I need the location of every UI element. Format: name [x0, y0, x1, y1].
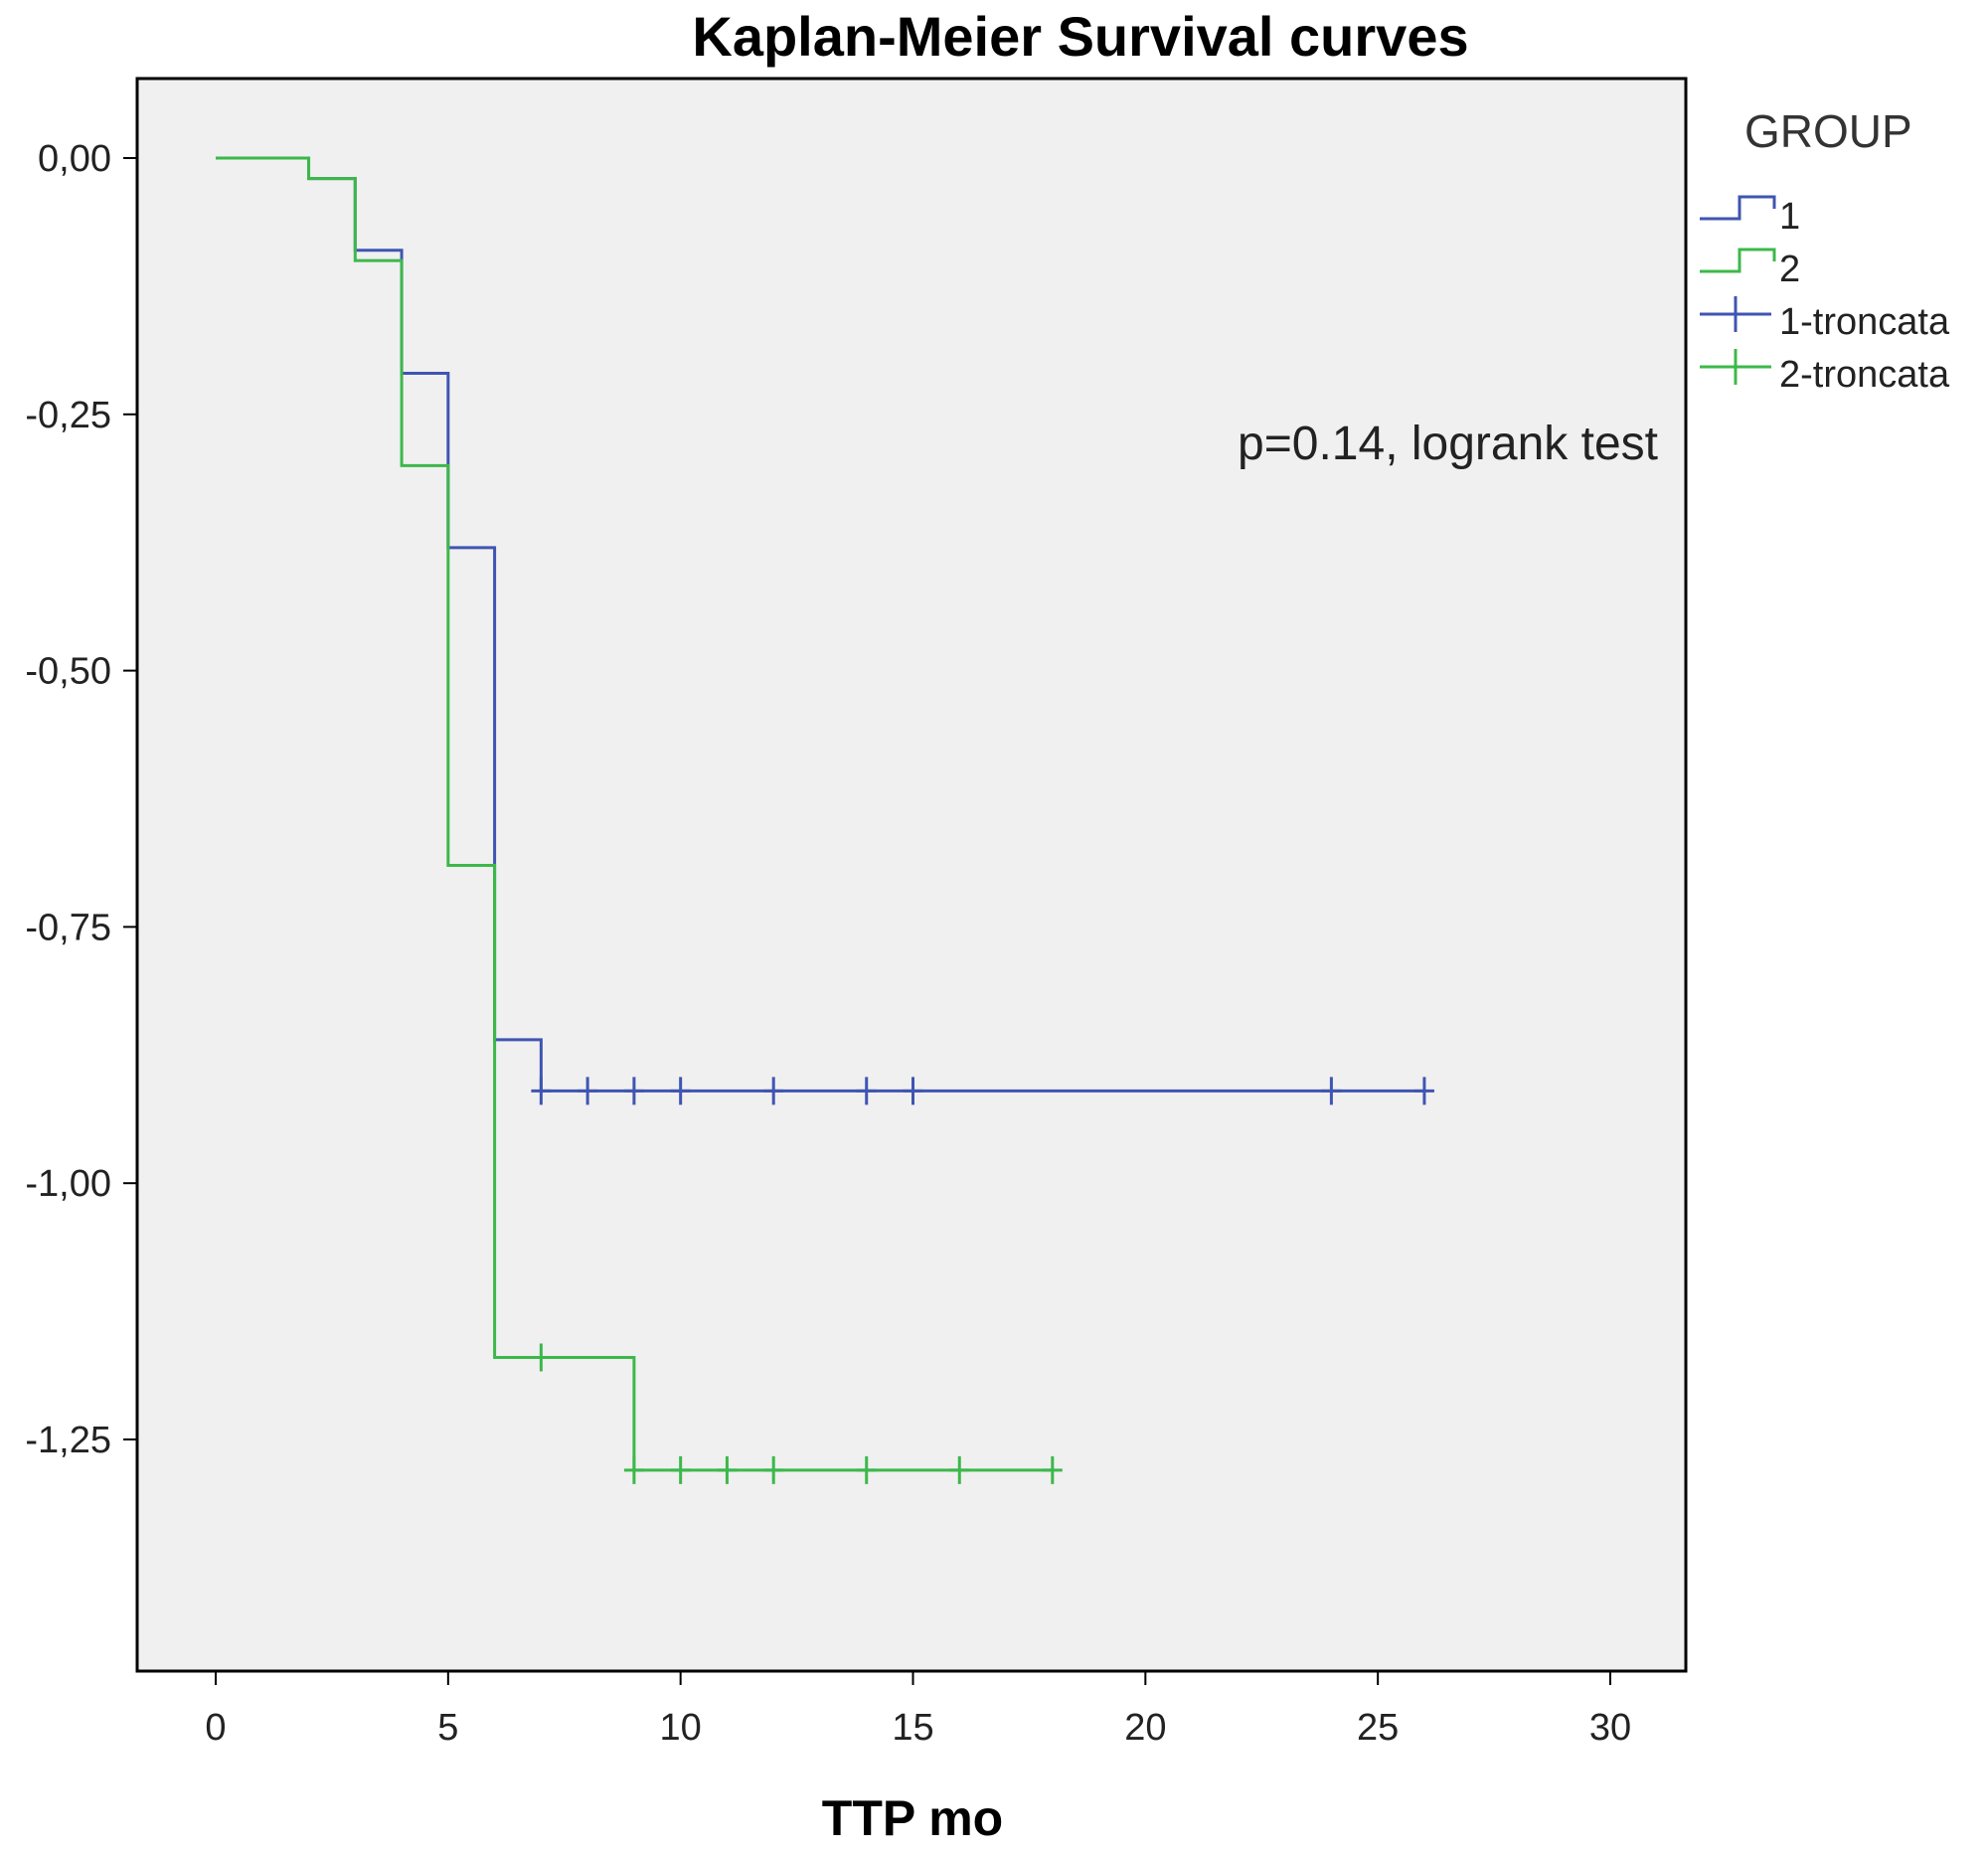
y-tick-label: -0,75 [25, 907, 111, 948]
censor-mark-group-2 [856, 1455, 877, 1484]
y-tick-label: 0,00 [38, 138, 111, 180]
legend-title: GROUP [1744, 105, 1912, 157]
y-tick-label: -0,25 [25, 395, 111, 436]
censor-mark-group-1 [856, 1077, 877, 1105]
censor-mark-group-1 [1413, 1077, 1434, 1105]
logrank-annotation: p=0.14, logrank test [1238, 418, 1658, 470]
censor-mark-group-1 [1321, 1077, 1342, 1105]
censor-mark-group-2 [717, 1455, 738, 1484]
censor-mark-group-2 [670, 1455, 691, 1484]
x-tick-label: 25 [1357, 1707, 1399, 1749]
legend-line-icon [1700, 248, 1776, 273]
censor-mark-group-2 [623, 1455, 644, 1484]
censor-mark-group-2 [1042, 1455, 1063, 1484]
censor-mark-group-2 [949, 1455, 970, 1484]
legend-censor-icon [1700, 296, 1771, 332]
x-tick-label: 10 [660, 1707, 702, 1749]
legend-entry: 1 [1779, 196, 1800, 238]
axes: 0 5 10 15 20 25 30 0,00 -0,25 -0,50 -0,75 -1,00 -1,2… [25, 138, 1631, 1749]
legend-line-icon [1700, 195, 1776, 221]
censor-mark-group-1 [670, 1077, 691, 1105]
x-tick-label: 5 [437, 1707, 458, 1749]
y-tick-label: -1,00 [25, 1163, 111, 1205]
legend: GROUP 1 2 1-troncata 2-troncata [1700, 105, 1950, 396]
legend-entry: 2-troncata [1779, 354, 1950, 396]
legend-censor-icon [1700, 349, 1771, 385]
plot-area [135, 77, 1688, 1673]
censor-mark-group-1 [763, 1077, 784, 1105]
x-tick-label: 15 [892, 1707, 933, 1749]
chart-title: Kaplan-Meier Survival curves [692, 5, 1468, 68]
y-tick-label: -0,50 [25, 651, 111, 693]
x-tick-label: 30 [1589, 1707, 1631, 1749]
series-group [216, 156, 1434, 1484]
censor-mark-group-1 [531, 1077, 552, 1105]
y-tick-label: -1,25 [25, 1420, 111, 1461]
x-tick-label: 20 [1124, 1707, 1166, 1749]
x-tick-label: 0 [205, 1707, 226, 1749]
legend-entry: 1-troncata [1779, 301, 1950, 343]
legend-entry: 2 [1779, 249, 1800, 290]
censor-mark-group-2 [531, 1343, 552, 1372]
censor-mark-group-1 [623, 1077, 644, 1105]
survival-curve-group-2 [216, 156, 1053, 1472]
censor-mark-group-2 [763, 1455, 784, 1484]
censor-mark-group-1 [578, 1077, 598, 1105]
censor-mark-group-1 [903, 1077, 923, 1105]
x-axis-label: TTP mo [822, 1790, 1003, 1846]
